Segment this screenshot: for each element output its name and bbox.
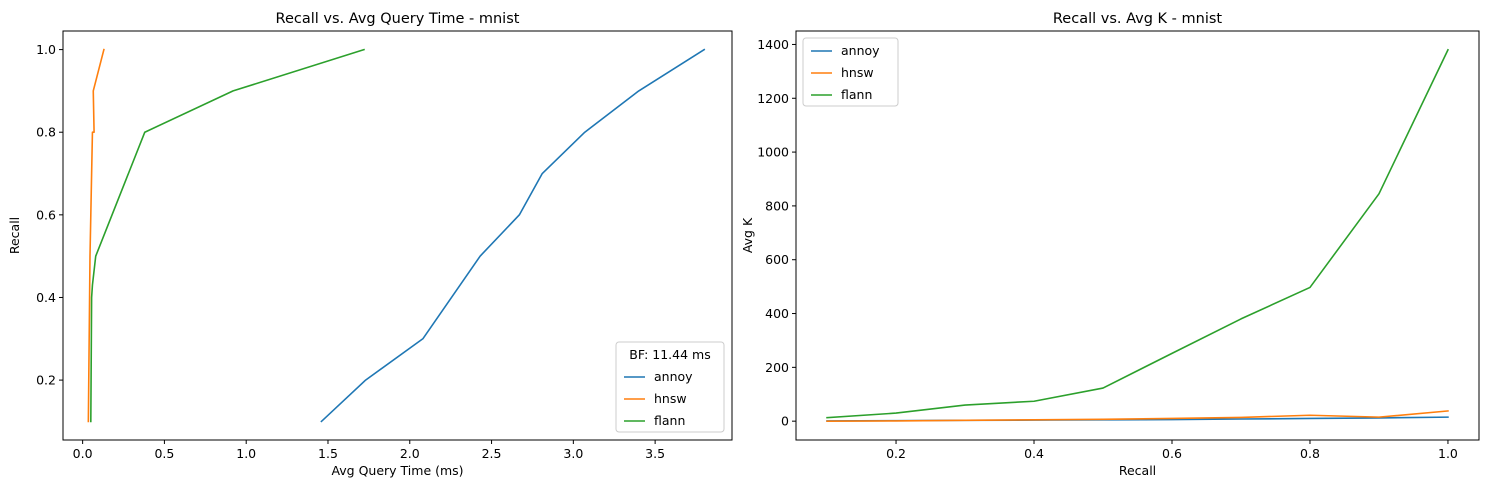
y-tick-label: 0.6 — [36, 207, 56, 222]
x-tick-label: 0.6 — [1162, 446, 1182, 461]
series-line-annoy — [320, 48, 706, 423]
legend-label-annoy: annoy — [841, 43, 880, 58]
chart-title: Recall vs. Avg Query Time - mnist — [276, 11, 520, 27]
legend-title: BF: 11.44 ms — [629, 347, 710, 362]
series-line-flann — [826, 48, 1450, 419]
legend-box — [615, 341, 725, 433]
y-tick-label: 800 — [765, 198, 789, 213]
x-tick-label: 0.8 — [1300, 446, 1320, 461]
y-axis-label: Avg K — [740, 217, 755, 253]
legend: BF: 11.44 ms annoy hnsw flann — [615, 341, 725, 433]
y-tick-label: 0.4 — [36, 290, 56, 305]
x-tick-label: 1.0 — [236, 446, 256, 461]
x-tick-label: 3.0 — [563, 446, 583, 461]
x-tick-label: 1.0 — [1438, 446, 1458, 461]
x-tick-label: 0.2 — [886, 446, 906, 461]
legend-label-annoy: annoy — [654, 369, 693, 384]
y-tick-label: 1000 — [757, 145, 789, 160]
axes-frame — [795, 30, 1480, 441]
x-tick-label: 2.5 — [482, 446, 502, 461]
legend-label-flann: flann — [841, 87, 872, 102]
legend-box — [802, 37, 899, 107]
y-tick-label: 0 — [781, 414, 789, 429]
avg-k-chart: 0.2 0.4 0.6 0.8 1.0 0 200 400 600 800 1000 1200 1400… — [740, 11, 1480, 478]
y-tick-label: 0.2 — [36, 373, 56, 388]
x-axis-label: Recall — [1119, 463, 1156, 478]
legend-label-hnsw: hnsw — [654, 391, 687, 406]
legend-label-hnsw: hnsw — [841, 65, 874, 80]
series-line-hnsw — [87, 48, 105, 423]
y-tick-label: 1400 — [757, 37, 789, 52]
series-line-hnsw — [826, 410, 1449, 422]
y-tick-label: 400 — [765, 306, 789, 321]
x-axis-label: Avg Query Time (ms) — [331, 463, 463, 478]
y-axis-label: Recall — [7, 217, 22, 254]
y-tick-label: 200 — [765, 360, 789, 375]
x-tick-label: 0.5 — [154, 446, 174, 461]
legend: annoy hnsw flann — [802, 37, 899, 107]
y-tick-label: 1.0 — [36, 42, 56, 57]
chart-title: Recall vs. Avg K - mnist — [1053, 11, 1223, 27]
y-tick-label: 1200 — [757, 91, 789, 106]
y-tick-label: 600 — [765, 252, 789, 267]
x-tick-label: 2.0 — [400, 446, 420, 461]
legend-label-flann: flann — [654, 413, 685, 428]
axes-frame — [62, 30, 733, 441]
query-time-chart: 0.0 0.5 1.0 1.5 2.0 2.5 3.0 3.5 0.2 0.4 0.6 0.8 1.0 R… — [7, 11, 733, 478]
x-tick-label: 0.0 — [73, 446, 93, 461]
x-tick-label: 3.5 — [645, 446, 665, 461]
y-tick-label: 0.8 — [36, 125, 56, 140]
x-tick-label: 0.4 — [1024, 446, 1044, 461]
series-line-flann — [90, 48, 365, 423]
x-tick-label: 1.5 — [318, 446, 338, 461]
